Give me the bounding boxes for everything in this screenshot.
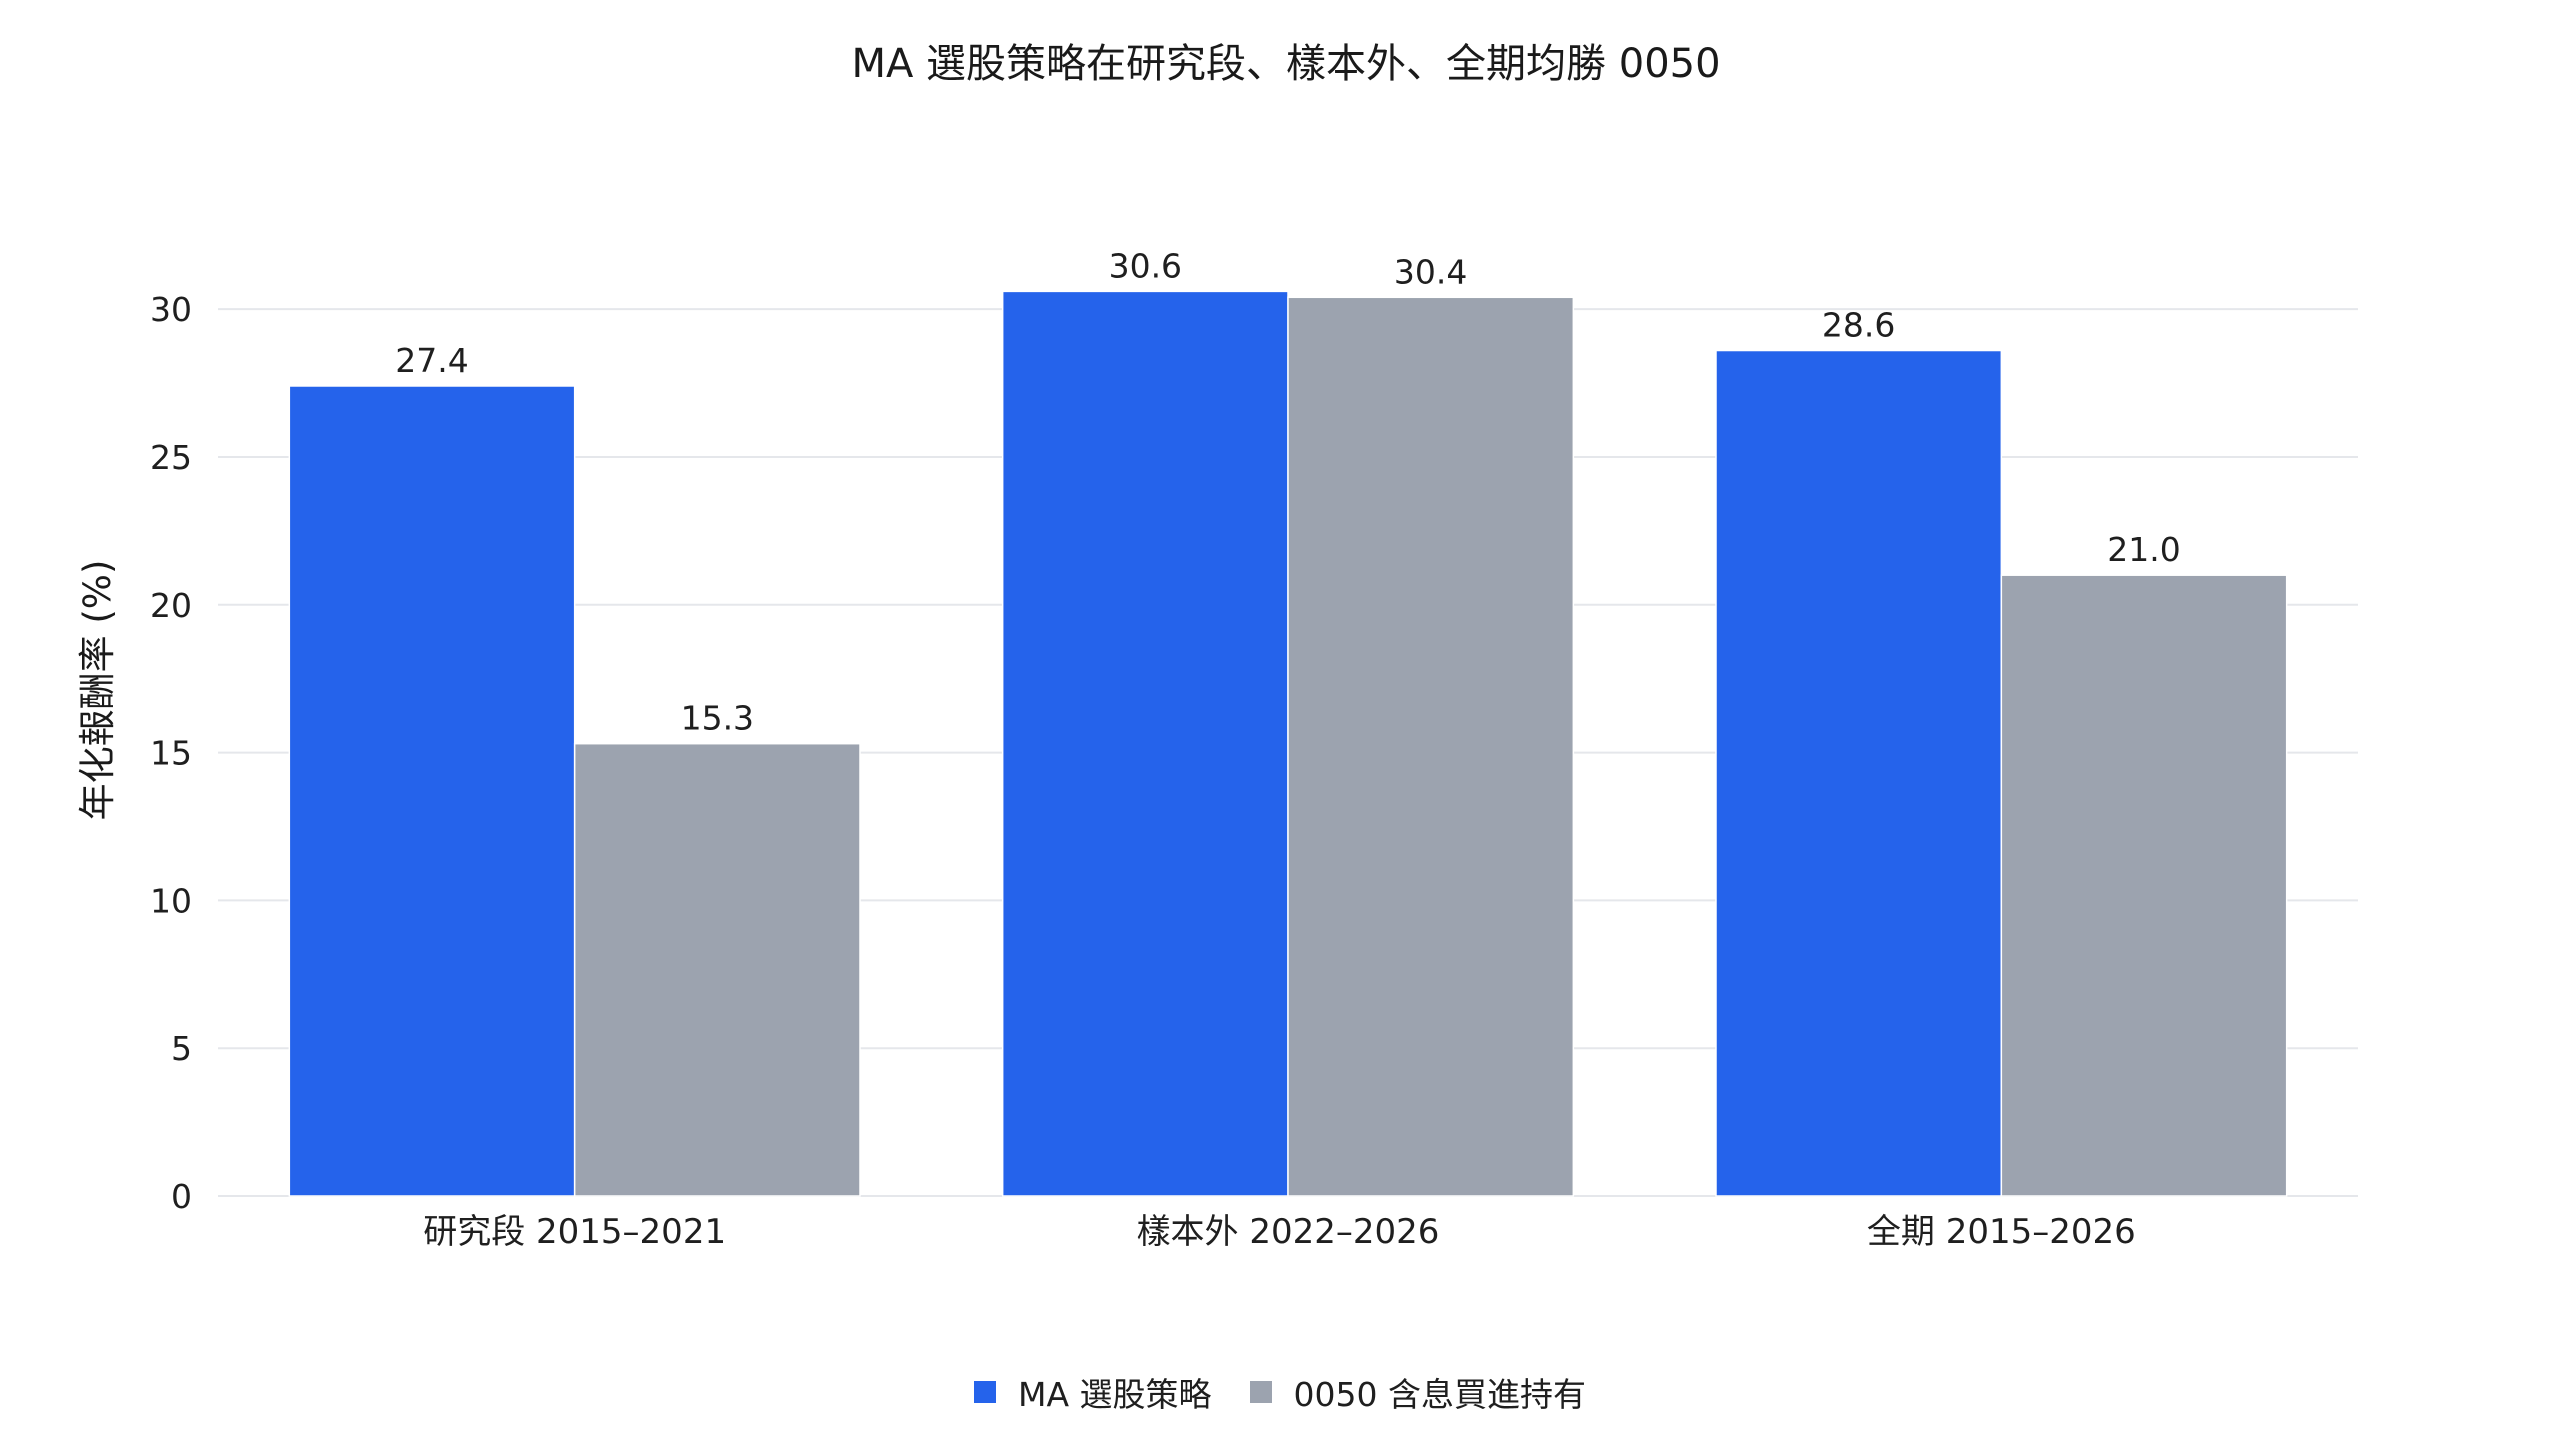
- legend-item-series-1[interactable]: MA 選股策略: [973, 1368, 1212, 1416]
- bar-series-2-cat-2: [1287, 296, 1575, 1197]
- x-axis-ticks: 研究段 2015–2021 樣本外 2022–2026 全期 2015–2026: [423, 1212, 2136, 1252]
- data-label-series-2-cat-1: 15.3: [681, 699, 754, 738]
- chart-title: MA 選股策略在研究段、樣本外、全期均勝 0050: [851, 41, 1720, 87]
- y-tick-label-20: 20: [150, 586, 192, 625]
- data-label-series-1-cat-3: 28.6: [1822, 306, 1895, 345]
- legend-label-series-1: MA 選股策略: [1017, 1375, 1212, 1414]
- y-tick-label-15: 15: [150, 734, 192, 773]
- legend-label-series-2: 0050 含息買進持有: [1293, 1375, 1587, 1414]
- bar-data-labels: 27.4 15.3 30.6 30.4 28.6 21.0: [395, 246, 2180, 737]
- data-label-series-2-cat-2: 30.4: [1394, 252, 1467, 291]
- bar-series-2-cat-3: [2000, 574, 2288, 1197]
- x-tick-label-2: 樣本外 2022–2026: [1137, 1212, 1440, 1252]
- data-label-series-1-cat-1: 27.4: [395, 341, 468, 380]
- bar-series-1-cat-1: [288, 385, 576, 1197]
- bar-series-1-cat-3: [1715, 349, 2003, 1197]
- legend-item-series-2[interactable]: 0050 含息買進持有: [1249, 1368, 1587, 1416]
- bars-group: [288, 290, 2288, 1197]
- legend-swatch-series-1: [973, 1381, 996, 1403]
- data-label-series-1-cat-2: 30.6: [1109, 246, 1182, 285]
- y-axis-title: 年化報酬率 (%): [76, 560, 119, 821]
- y-axis-ticks: 0 5 10 15 20 25 30: [150, 290, 192, 1216]
- y-tick-label-10: 10: [150, 881, 192, 920]
- bar-series-2-cat-1: [573, 742, 861, 1197]
- x-tick-label-1: 研究段 2015–2021: [423, 1212, 726, 1252]
- legend-swatch-series-2: [1249, 1381, 1272, 1403]
- bar-series-1-cat-2: [1001, 290, 1289, 1197]
- y-tick-label-5: 5: [171, 1029, 192, 1068]
- y-tick-label-25: 25: [150, 438, 192, 477]
- x-tick-label-3: 全期 2015–2026: [1867, 1212, 2136, 1252]
- y-tick-label-30: 30: [150, 290, 192, 329]
- legend: MA 選股策略 0050 含息買進持有: [0, 1368, 2560, 1416]
- y-tick-label-0: 0: [171, 1177, 192, 1216]
- data-label-series-2-cat-3: 21.0: [2107, 530, 2180, 569]
